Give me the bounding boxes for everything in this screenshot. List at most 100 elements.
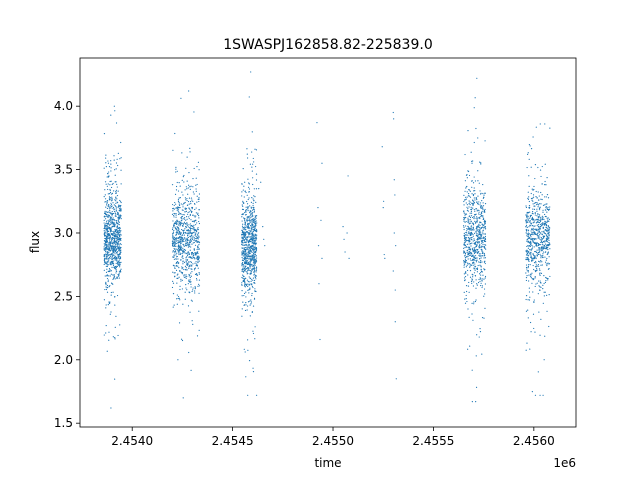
data-point — [463, 200, 465, 203]
data-point — [105, 257, 107, 259]
data-point — [480, 274, 482, 276]
data-point — [113, 225, 115, 227]
data-point — [173, 276, 176, 278]
data-point — [534, 266, 537, 268]
data-point — [187, 305, 190, 307]
data-point — [243, 285, 246, 287]
data-point — [246, 153, 248, 155]
data-point — [549, 243, 551, 246]
data-point — [543, 359, 545, 361]
data-point — [188, 244, 190, 246]
data-point — [105, 162, 107, 164]
data-point — [117, 254, 119, 256]
data-point — [254, 229, 257, 232]
data-point — [481, 285, 484, 287]
data-point — [480, 282, 482, 284]
data-point — [120, 230, 122, 232]
data-point — [540, 203, 542, 205]
data-point — [543, 232, 545, 234]
data-point — [191, 220, 194, 222]
data-point — [472, 319, 474, 321]
data-point — [184, 217, 186, 219]
data-point — [188, 279, 190, 281]
data-point — [541, 215, 543, 217]
data-point — [540, 198, 542, 200]
data-point — [527, 191, 529, 193]
data-point — [241, 254, 243, 256]
data-point — [243, 258, 246, 260]
data-point — [251, 232, 253, 234]
data-point — [176, 255, 178, 258]
data-point — [541, 237, 543, 240]
data-point — [254, 244, 256, 246]
x-axis-offset-label: 1e6 — [553, 456, 576, 470]
data-point — [242, 168, 244, 170]
data-point — [186, 289, 188, 291]
data-point — [254, 237, 257, 239]
data-point — [116, 227, 118, 229]
data-point — [198, 279, 201, 281]
data-point — [179, 225, 181, 227]
data-point — [475, 197, 478, 199]
data-point — [187, 231, 189, 233]
data-point — [470, 151, 472, 153]
data-point — [116, 220, 118, 222]
data-point — [539, 234, 541, 236]
data-point — [467, 348, 469, 350]
data-point — [542, 211, 544, 213]
data-point — [117, 334, 119, 337]
data-point — [189, 241, 191, 243]
data-point — [114, 337, 116, 339]
data-point — [536, 282, 538, 284]
data-point — [547, 263, 549, 265]
data-point — [246, 148, 248, 150]
data-point — [476, 233, 478, 235]
data-point — [110, 212, 112, 214]
data-point — [246, 218, 248, 220]
data-point — [466, 290, 468, 293]
data-point — [255, 228, 257, 231]
data-point — [192, 228, 194, 230]
data-point — [541, 264, 543, 266]
data-point — [465, 186, 468, 188]
data-point — [179, 288, 181, 291]
data-point — [542, 248, 544, 250]
data-point — [546, 241, 549, 243]
data-point — [547, 197, 550, 199]
data-point — [184, 298, 186, 300]
data-point — [248, 239, 251, 241]
data-point — [484, 283, 486, 285]
data-point — [538, 249, 540, 251]
data-point — [175, 245, 177, 247]
data-point — [479, 161, 481, 163]
data-point — [476, 230, 478, 232]
data-point — [120, 208, 122, 211]
data-point — [482, 210, 484, 212]
data-point — [252, 233, 254, 236]
data-point — [120, 243, 122, 246]
data-point — [247, 232, 249, 234]
data-point — [179, 252, 181, 254]
data-point — [473, 176, 475, 178]
data-point — [531, 256, 533, 259]
data-point — [484, 262, 486, 265]
data-point — [469, 233, 471, 235]
data-point — [255, 394, 258, 396]
data-point — [254, 215, 256, 217]
data-point — [242, 259, 244, 261]
data-point — [186, 199, 188, 202]
data-point — [246, 240, 248, 242]
data-point — [537, 223, 539, 226]
data-point — [178, 182, 180, 184]
data-point — [480, 214, 483, 216]
data-point — [110, 219, 112, 222]
data-point — [250, 71, 252, 73]
data-point — [532, 196, 535, 198]
data-point — [172, 251, 174, 253]
data-point — [193, 220, 195, 222]
data-point — [246, 225, 248, 227]
data-point — [254, 326, 256, 328]
data-point — [250, 301, 253, 303]
data-point — [177, 200, 180, 202]
data-point — [484, 235, 487, 238]
